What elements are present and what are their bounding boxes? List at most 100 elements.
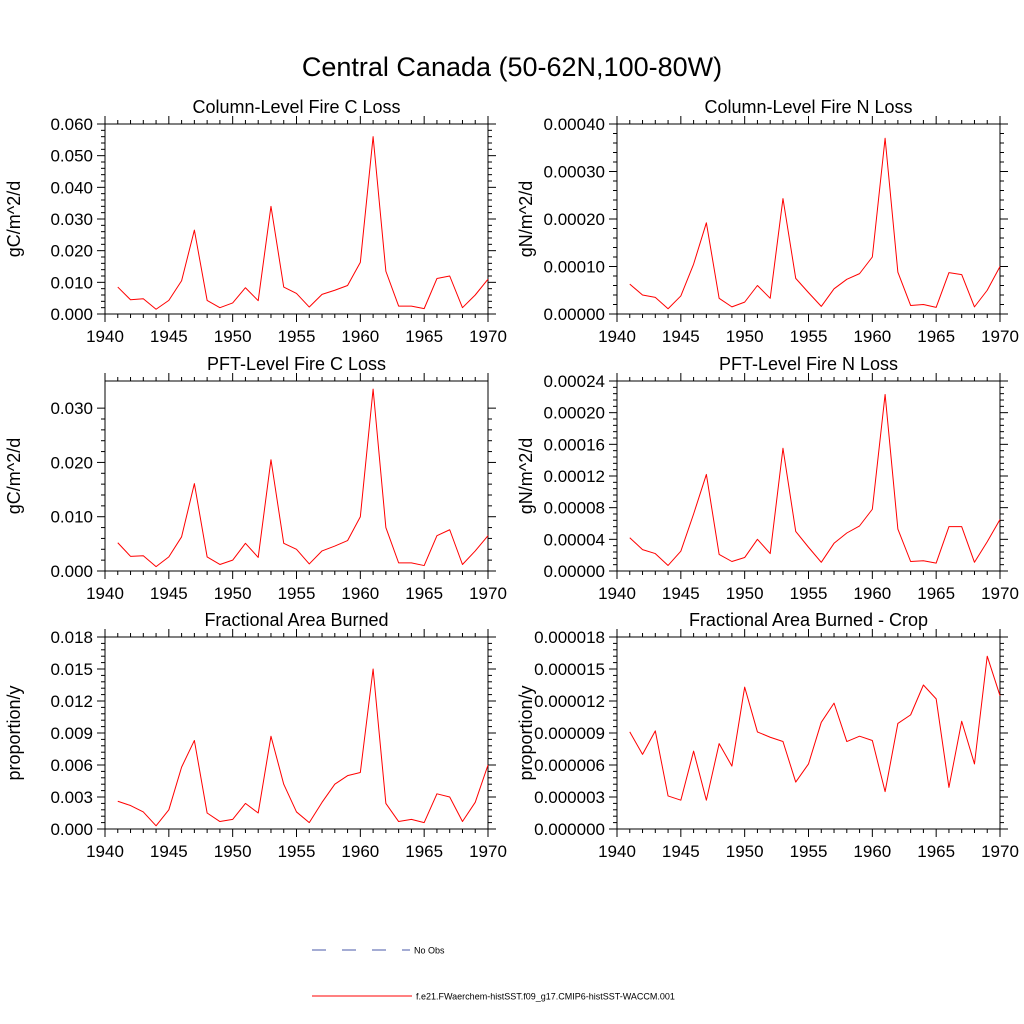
y-tick-label: 0.000006 bbox=[534, 756, 605, 775]
panels: 1940 1945 1950 1955 1960 1965 1970 0.000 0.010 0.… bbox=[4, 97, 1019, 861]
y-tick-label: 0.000003 bbox=[534, 788, 605, 807]
panel-title: Fractional Area Burned - Crop bbox=[689, 610, 928, 630]
panel-6: 1940 1945 1950 1955 1960 1965 1970 0.000000 0.00… bbox=[516, 610, 1019, 861]
x-tick-label: 1945 bbox=[150, 842, 188, 861]
x-tick-label: 1945 bbox=[662, 842, 700, 861]
x-tick-label: 1940 bbox=[86, 584, 124, 603]
y-tick-label: 0.030 bbox=[50, 210, 93, 229]
y-tick-label: 0.00004 bbox=[544, 530, 605, 549]
x-tick-label: 1945 bbox=[662, 327, 700, 346]
y-axis-label: gC/m^2/d bbox=[4, 438, 24, 514]
series-line bbox=[117, 388, 489, 568]
plot-frame bbox=[616, 123, 1001, 315]
x-tick-label: 1955 bbox=[278, 584, 316, 603]
x-tick-label: 1960 bbox=[341, 327, 379, 346]
series-line bbox=[629, 137, 1001, 310]
legend-no-obs-label: No Obs bbox=[414, 946, 445, 956]
y-tick-label: 0.000018 bbox=[534, 628, 605, 647]
plot-frame bbox=[616, 380, 1001, 572]
y-tick-label: 0.00040 bbox=[544, 115, 605, 134]
x-tick-label: 1960 bbox=[853, 584, 891, 603]
y-tick-label: 0.060 bbox=[50, 115, 93, 134]
x-tick-label: 1970 bbox=[981, 327, 1019, 346]
x-tick-label: 1965 bbox=[405, 842, 443, 861]
y-tick-label: 0.000 bbox=[50, 820, 93, 839]
x-tick-label: 1955 bbox=[790, 842, 828, 861]
plot-frame bbox=[104, 123, 489, 315]
x-tick-label: 1950 bbox=[214, 584, 252, 603]
x-tick-label: 1945 bbox=[150, 584, 188, 603]
y-tick-label: 0.009 bbox=[50, 724, 93, 743]
y-tick-label: 0.020 bbox=[50, 242, 93, 261]
x-tick-label: 1950 bbox=[726, 842, 764, 861]
y-axis-label: proportion/y bbox=[516, 685, 536, 780]
x-tick-label: 1970 bbox=[469, 842, 507, 861]
y-tick-label: 0.00012 bbox=[544, 467, 605, 486]
series-line bbox=[629, 393, 1001, 566]
series-line bbox=[629, 655, 1001, 801]
y-axis-label: proportion/y bbox=[4, 685, 24, 780]
x-tick-label: 1940 bbox=[598, 327, 636, 346]
legend-model-label: f.e21.FWaerchem-histSST.f09_g17.CMIP6-hi… bbox=[416, 992, 675, 1002]
y-axis-label: gN/m^2/d bbox=[516, 438, 536, 514]
x-tick-label: 1960 bbox=[341, 842, 379, 861]
x-tick-label: 1960 bbox=[853, 327, 891, 346]
x-tick-label: 1965 bbox=[917, 327, 955, 346]
x-tick-label: 1950 bbox=[214, 842, 252, 861]
y-axis-label: gC/m^2/d bbox=[4, 181, 24, 257]
x-tick-label: 1970 bbox=[469, 584, 507, 603]
x-tick-label: 1940 bbox=[598, 842, 636, 861]
x-tick-label: 1970 bbox=[469, 327, 507, 346]
y-tick-label: 0.018 bbox=[50, 628, 93, 647]
x-tick-label: 1970 bbox=[981, 842, 1019, 861]
panel-2: 1940 1945 1950 1955 1960 1965 1970 0.00000 0.000… bbox=[516, 97, 1019, 346]
y-tick-label: 0.00010 bbox=[544, 258, 605, 277]
plot-frame bbox=[104, 636, 489, 830]
x-tick-label: 1940 bbox=[598, 584, 636, 603]
panel-title: Column-Level Fire C Loss bbox=[192, 97, 400, 117]
y-tick-label: 0.00000 bbox=[544, 562, 605, 581]
x-tick-label: 1950 bbox=[726, 327, 764, 346]
x-tick-label: 1955 bbox=[278, 327, 316, 346]
x-tick-label: 1940 bbox=[86, 842, 124, 861]
y-tick-label: 0.00030 bbox=[544, 163, 605, 182]
panel-5: 1940 1945 1950 1955 1960 1965 1970 0.000 0.003 0.… bbox=[4, 610, 507, 861]
plot-frame bbox=[104, 380, 489, 572]
panel-1: 1940 1945 1950 1955 1960 1965 1970 0.000 0.010 0.… bbox=[4, 97, 507, 346]
y-tick-label: 0.000 bbox=[50, 562, 93, 581]
y-axis-label: gN/m^2/d bbox=[516, 181, 536, 257]
y-tick-label: 0.000009 bbox=[534, 724, 605, 743]
y-tick-label: 0.00024 bbox=[544, 372, 605, 391]
x-tick-label: 1965 bbox=[405, 327, 443, 346]
y-tick-label: 0.050 bbox=[50, 147, 93, 166]
x-tick-label: 1960 bbox=[341, 584, 379, 603]
y-tick-label: 0.003 bbox=[50, 788, 93, 807]
y-tick-label: 0.000012 bbox=[534, 692, 605, 711]
y-tick-label: 0.040 bbox=[50, 178, 93, 197]
y-tick-label: 0.000 bbox=[50, 305, 93, 324]
panel-3: 1940 1945 1950 1955 1960 1965 1970 0.000 0.010 0.… bbox=[4, 354, 507, 603]
panel-title: Column-Level Fire N Loss bbox=[704, 97, 912, 117]
y-tick-label: 0.00020 bbox=[544, 210, 605, 229]
y-tick-label: 0.000000 bbox=[534, 820, 605, 839]
x-tick-label: 1945 bbox=[662, 584, 700, 603]
y-tick-label: 0.00016 bbox=[544, 435, 605, 454]
y-tick-label: 0.00008 bbox=[544, 499, 605, 518]
y-tick-label: 0.030 bbox=[50, 399, 93, 418]
y-tick-label: 0.000015 bbox=[534, 660, 605, 679]
panel-title: Fractional Area Burned bbox=[204, 610, 388, 630]
y-tick-label: 0.00000 bbox=[544, 305, 605, 324]
series-line bbox=[117, 136, 489, 310]
x-tick-label: 1965 bbox=[405, 584, 443, 603]
x-tick-label: 1955 bbox=[790, 327, 828, 346]
x-tick-label: 1955 bbox=[790, 584, 828, 603]
x-tick-label: 1950 bbox=[726, 584, 764, 603]
x-tick-label: 1960 bbox=[853, 842, 891, 861]
y-tick-label: 0.020 bbox=[50, 453, 93, 472]
x-tick-label: 1965 bbox=[917, 584, 955, 603]
x-tick-label: 1965 bbox=[917, 842, 955, 861]
x-tick-label: 1970 bbox=[981, 584, 1019, 603]
x-tick-label: 1945 bbox=[150, 327, 188, 346]
y-tick-label: 0.010 bbox=[50, 508, 93, 527]
